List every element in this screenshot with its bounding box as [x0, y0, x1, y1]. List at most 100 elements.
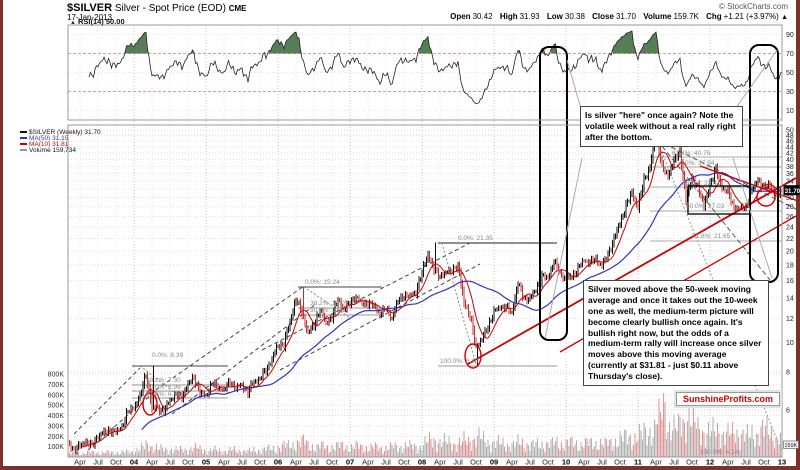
svg-text:200K: 200K — [48, 434, 65, 441]
rsi-indicator-label: ▲ RSI(14) 50.00 — [70, 17, 125, 26]
svg-text:24: 24 — [786, 224, 794, 231]
legend-ma10: MA(10) 31.81 — [29, 141, 69, 148]
svg-text:90: 90 — [786, 32, 794, 39]
chart-date: 17-Jan-2013 — [67, 13, 112, 22]
exchange-label: CME — [228, 4, 247, 13]
ma10-line — [81, 151, 783, 448]
svg-text:Jul: Jul — [165, 458, 175, 467]
svg-text:38: 38 — [786, 164, 794, 171]
ma10-swatch — [20, 143, 27, 146]
svg-text:159K: 159K — [785, 443, 798, 449]
svg-text:50: 50 — [786, 70, 794, 77]
ma50-swatch — [20, 137, 27, 140]
svg-text:Oct: Oct — [110, 458, 123, 467]
sunshineprofits-watermark-link[interactable]: SunshineProfits.com — [676, 392, 781, 406]
high-value: 31.93 — [519, 12, 540, 21]
volume-bars — [67, 393, 783, 457]
callout-connector-lines — [544, 49, 778, 339]
volume-label: Volume — [643, 12, 672, 21]
svg-text:30: 30 — [786, 89, 794, 96]
svg-text:50.0%: 37.94: 50.0%: 37.94 — [676, 160, 715, 167]
svg-text:Apr: Apr — [722, 458, 734, 467]
svg-text:42: 42 — [786, 151, 794, 158]
svg-text:10: 10 — [786, 108, 794, 115]
svg-text:07: 07 — [346, 458, 354, 467]
svg-text:10: 10 — [562, 458, 570, 467]
ohlc-quote-bar: Open 30.42 High 31.93 Low 30.38 Close 31.70 … — [445, 12, 788, 21]
svg-text:Apr: Apr — [650, 458, 662, 467]
svg-text:700K: 700K — [48, 382, 65, 389]
chart-background — [3, 0, 796, 466]
svg-text:Oct: Oct — [326, 458, 339, 467]
svg-text:Oct: Oct — [758, 458, 771, 467]
svg-text:300K: 300K — [48, 423, 65, 430]
svg-text:10: 10 — [786, 340, 794, 347]
svg-text:Apr: Apr — [578, 458, 590, 467]
svg-text:8: 8 — [786, 369, 790, 376]
svg-text:Jul: Jul — [669, 458, 679, 467]
svg-text:Oct: Oct — [182, 458, 195, 467]
svg-text:Oct: Oct — [398, 458, 411, 467]
svg-text:Jul: Jul — [381, 458, 391, 467]
svg-text:Jul: Jul — [525, 458, 535, 467]
svg-text:11: 11 — [634, 458, 642, 467]
svg-text:30: 30 — [786, 195, 794, 202]
svg-text:50.0%: 27.03: 50.0%: 27.03 — [686, 203, 725, 210]
svg-text:100K: 100K — [48, 444, 65, 451]
svg-text:Apr: Apr — [290, 458, 302, 467]
chg-label: Chg — [706, 12, 722, 21]
svg-text:Oct: Oct — [542, 458, 555, 467]
low-value: 30.38 — [564, 12, 585, 21]
close-value: 31.70 — [615, 12, 636, 21]
indicator-icon: ▲ — [70, 20, 76, 26]
svg-text:Oct: Oct — [254, 458, 267, 467]
svg-text:Jul: Jul — [237, 458, 247, 467]
svg-text:Apr: Apr — [146, 458, 158, 467]
annotation-analysis-text: Silver moved above the 50-week moving av… — [583, 280, 769, 386]
svg-text:18: 18 — [786, 262, 794, 269]
svg-text:50.0%: 6.96: 50.0%: 6.96 — [146, 384, 181, 391]
svg-text:61.8%: 40.75: 61.8%: 40.75 — [672, 150, 711, 157]
main-chart-legend: $SILVER (Weekly) 31.70 MA(50) 31.15 MA(1… — [20, 129, 101, 154]
svg-text:13: 13 — [778, 458, 786, 467]
svg-text:20: 20 — [786, 248, 794, 255]
high-label: High — [499, 12, 518, 21]
legend-series: $SILVER (Weekly) 31.70 — [29, 129, 101, 136]
svg-text:Oct: Oct — [470, 458, 483, 467]
volume-swatch — [20, 149, 27, 152]
svg-text:Apr: Apr — [434, 458, 446, 467]
svg-text:38.2%: 32.41: 38.2%: 32.41 — [682, 180, 721, 187]
svg-text:05: 05 — [202, 458, 210, 467]
svg-text:46: 46 — [786, 139, 794, 146]
close-label: Close — [592, 12, 614, 21]
svg-text:Apr: Apr — [218, 458, 230, 467]
svg-text:12: 12 — [706, 458, 714, 467]
svg-text:Jul: Jul — [93, 458, 103, 467]
svg-text:0.0%: 8.39: 0.0%: 8.39 — [152, 352, 183, 359]
svg-text:Oct: Oct — [614, 458, 627, 467]
annotation-callout-volatile-week: Is silver "here" once again? Note the vo… — [580, 106, 743, 147]
svg-text:48: 48 — [786, 133, 794, 140]
svg-text:100.0%: 8.40: 100.0%: 8.40 — [440, 358, 479, 365]
axis-labels: 9070503010504846444240383634302826242220… — [48, 32, 794, 467]
copyright: © StockCharts.com — [718, 2, 788, 11]
svg-text:Oct: Oct — [686, 458, 699, 467]
svg-text:14: 14 — [786, 296, 794, 303]
svg-text:26: 26 — [786, 214, 794, 221]
svg-text:34: 34 — [786, 178, 794, 185]
low-label: Low — [546, 12, 563, 21]
svg-text:16: 16 — [786, 278, 794, 285]
svg-text:44: 44 — [786, 144, 794, 151]
up-arrow-icon: ▲ — [781, 14, 788, 21]
svg-text:50: 50 — [786, 128, 794, 135]
svg-text:Apr: Apr — [506, 458, 518, 467]
panel-borders — [67, 24, 783, 458]
chart-title: Silver - Spot Price (EOD) — [114, 3, 226, 14]
svg-text:70: 70 — [786, 51, 794, 58]
svg-text:40: 40 — [786, 157, 794, 164]
svg-text:Jul: Jul — [309, 458, 319, 467]
svg-text:800K: 800K — [48, 372, 65, 379]
svg-text:38.2%: 13.05: 38.2%: 13.05 — [310, 300, 349, 307]
